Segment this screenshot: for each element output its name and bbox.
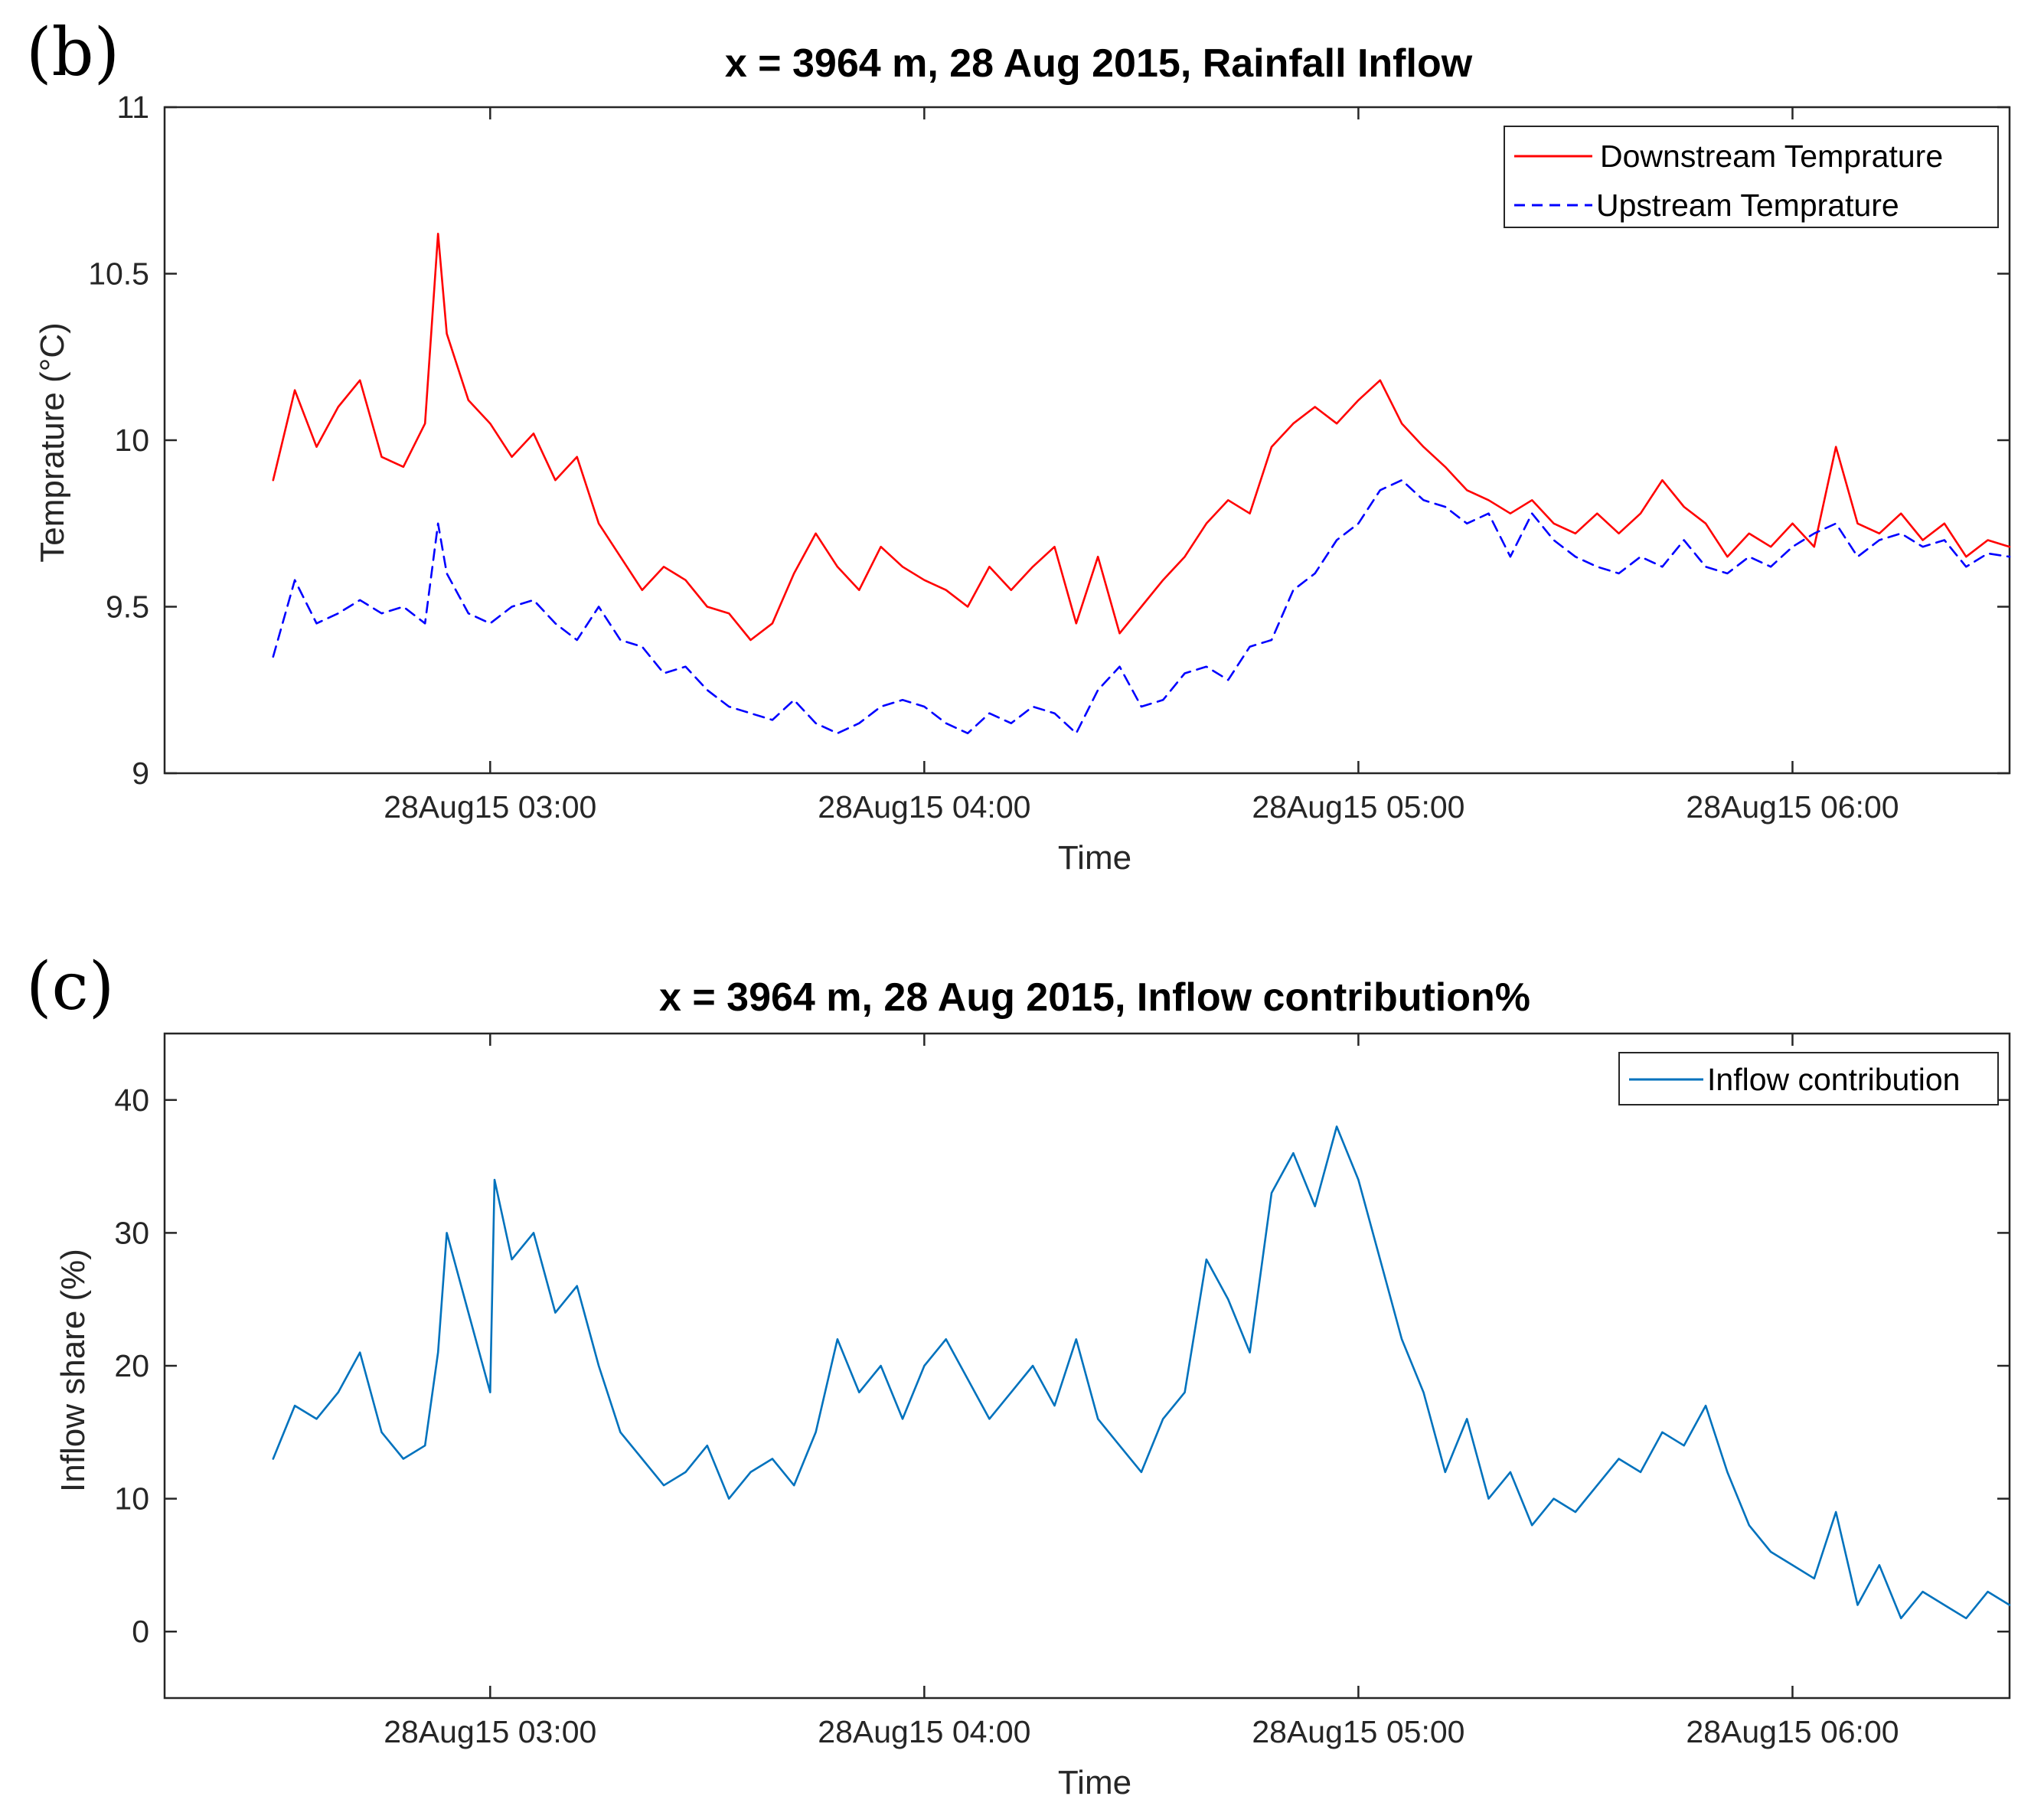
chart-c-ytick-label: 20 (114, 1348, 149, 1383)
chart-b-xtick-label: 28Aug15 04:00 (818, 789, 1030, 825)
chart-c-xtick-label: 28Aug15 03:00 (384, 1714, 596, 1749)
chart-b-xlabel: Time (1058, 839, 1131, 877)
chart-b-legend-box (1504, 126, 1999, 228)
chart-c-xtick-label: 28Aug15 05:00 (1252, 1714, 1464, 1749)
chart-b: x = 3964 m, 28 Aug 2015, Rainfall Inflow… (34, 41, 2011, 877)
chart-c-series-line-inflow-contribution (272, 1125, 2011, 1620)
chart-c-ytick-label: 10 (114, 1481, 149, 1517)
chart-c-xlabel: Time (1058, 1764, 1131, 1801)
chart-b-legend-label: Downstream Temprature (1600, 139, 1943, 174)
chart-b-title: x = 3964 m, 28 Aug 2015, Rainfall Inflow (725, 41, 1473, 86)
chart-b-ytick-label: 10.5 (88, 256, 149, 292)
chart-b-xtick-label: 28Aug15 05:00 (1252, 789, 1464, 825)
chart-c-xtick-label: 28Aug15 06:00 (1686, 1714, 1899, 1749)
chart-c-ytick-label: 40 (114, 1083, 149, 1118)
panel-b-label: (b) (26, 15, 119, 91)
chart-b-xtick-label: 28Aug15 06:00 (1686, 789, 1899, 825)
panel-c-label: (c) (26, 949, 114, 1025)
chart-c-plot-area (163, 1032, 2011, 1700)
chart-c-ylabel: Inflow share (%) (54, 1249, 92, 1492)
chart-c-ytick-label: 0 (132, 1614, 149, 1649)
chart-b-series-line-downstream-temprature (272, 232, 2011, 642)
chart-b-ytick-label: 9 (132, 756, 149, 791)
chart-c-series (272, 1125, 2011, 1620)
chart-b-legend-label: Upstream Temprature (1596, 188, 1899, 223)
chart-b-ytick-label: 10 (114, 423, 149, 458)
chart-b-ytick-label: 9.5 (106, 589, 149, 625)
chart-b-ylabel: Temprature (°C) (34, 322, 71, 562)
chart-b-series (272, 232, 2011, 735)
chart-c-ytick-label: 30 (114, 1215, 149, 1250)
chart-c-xtick-label: 28Aug15 04:00 (818, 1714, 1030, 1749)
chart-c: x = 3964 m, 28 Aug 2015, Inflow contribu… (54, 975, 2011, 1801)
chart-c-title: x = 3964 m, 28 Aug 2015, Inflow contribu… (659, 975, 1530, 1020)
chart-b-legend: Downstream Temprature Upstream Tempratur… (1504, 126, 1999, 228)
chart-c-legend-label: Inflow contribution (1707, 1062, 1960, 1097)
chart-c-legend: Inflow contribution (1618, 1052, 1999, 1105)
chart-b-series-line-upstream-temprature (272, 478, 2011, 735)
chart-b-ticks (165, 106, 2010, 775)
chart-b-xtick-label: 28Aug15 03:00 (384, 789, 596, 825)
chart-c-ticks (165, 1034, 2010, 1698)
chart-b-ytick-label: 11 (116, 90, 149, 125)
